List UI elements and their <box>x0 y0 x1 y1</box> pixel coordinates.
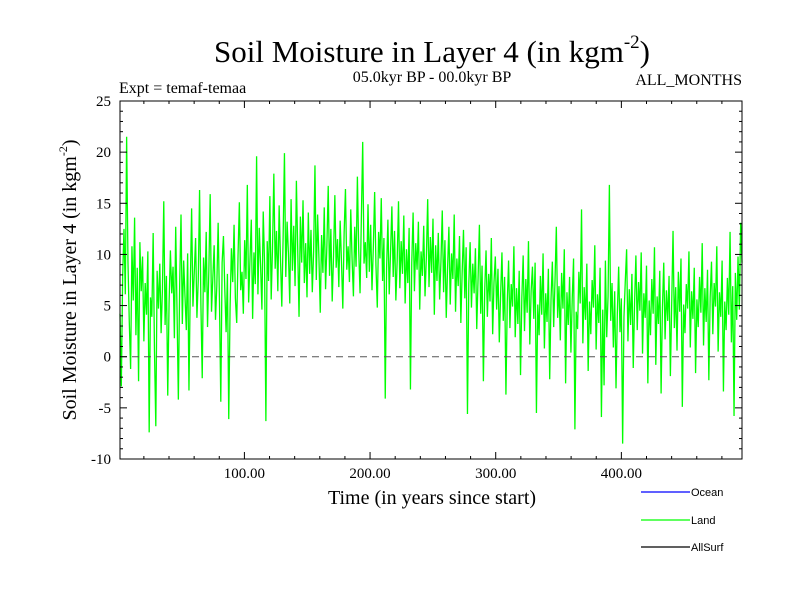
y-tick-label: 15 <box>96 196 111 212</box>
y-tick-label: 0 <box>104 350 112 366</box>
y-tick-label: 20 <box>96 145 111 161</box>
y-tick-label: 5 <box>104 299 112 315</box>
plot-frame <box>119 100 743 460</box>
chart-title-close: ) <box>640 34 650 69</box>
y-axis-label-close: ) <box>59 139 81 146</box>
y-axis-label: Soil Moisture in Layer 4 (in kgm-2) <box>56 139 81 420</box>
x-axis-label: Time (in years since start) <box>328 487 536 509</box>
legend-label-ocean: Ocean <box>691 487 723 499</box>
legend: Ocean Land AllSurf <box>641 487 724 554</box>
legend-label-land: Land <box>691 515 715 527</box>
months-label: ALL_MONTHS <box>635 72 742 89</box>
y-axis-label-text: Soil Moisture in Layer 4 (in kgm <box>59 156 81 421</box>
chart-title-text: Soil Moisture in Layer 4 (in kgm <box>214 34 624 69</box>
x-tick-label: 400.00 <box>601 466 642 482</box>
y-tick-label: 25 <box>96 94 111 110</box>
x-tick-label: 100.00 <box>224 466 265 482</box>
chart-title-superscript: -2 <box>624 32 640 53</box>
x-tick-label: 200.00 <box>349 466 390 482</box>
y-tick-label: -10 <box>91 452 111 468</box>
y-tick-label: 10 <box>96 247 111 263</box>
series-line-land <box>119 136 743 444</box>
experiment-label: Expt = temaf-temaa <box>119 80 246 97</box>
x-tick-label: 300.00 <box>475 466 516 482</box>
y-tick-label: -5 <box>99 401 112 417</box>
time-range-label: 05.0kyr BP - 00.0kyr BP <box>353 69 512 86</box>
legend-label-allsurf: AllSurf <box>691 542 724 554</box>
y-axis-label-superscript: -2 <box>56 146 70 156</box>
chart-title: Soil Moisture in Layer 4 (in kgm-2) <box>214 32 650 69</box>
